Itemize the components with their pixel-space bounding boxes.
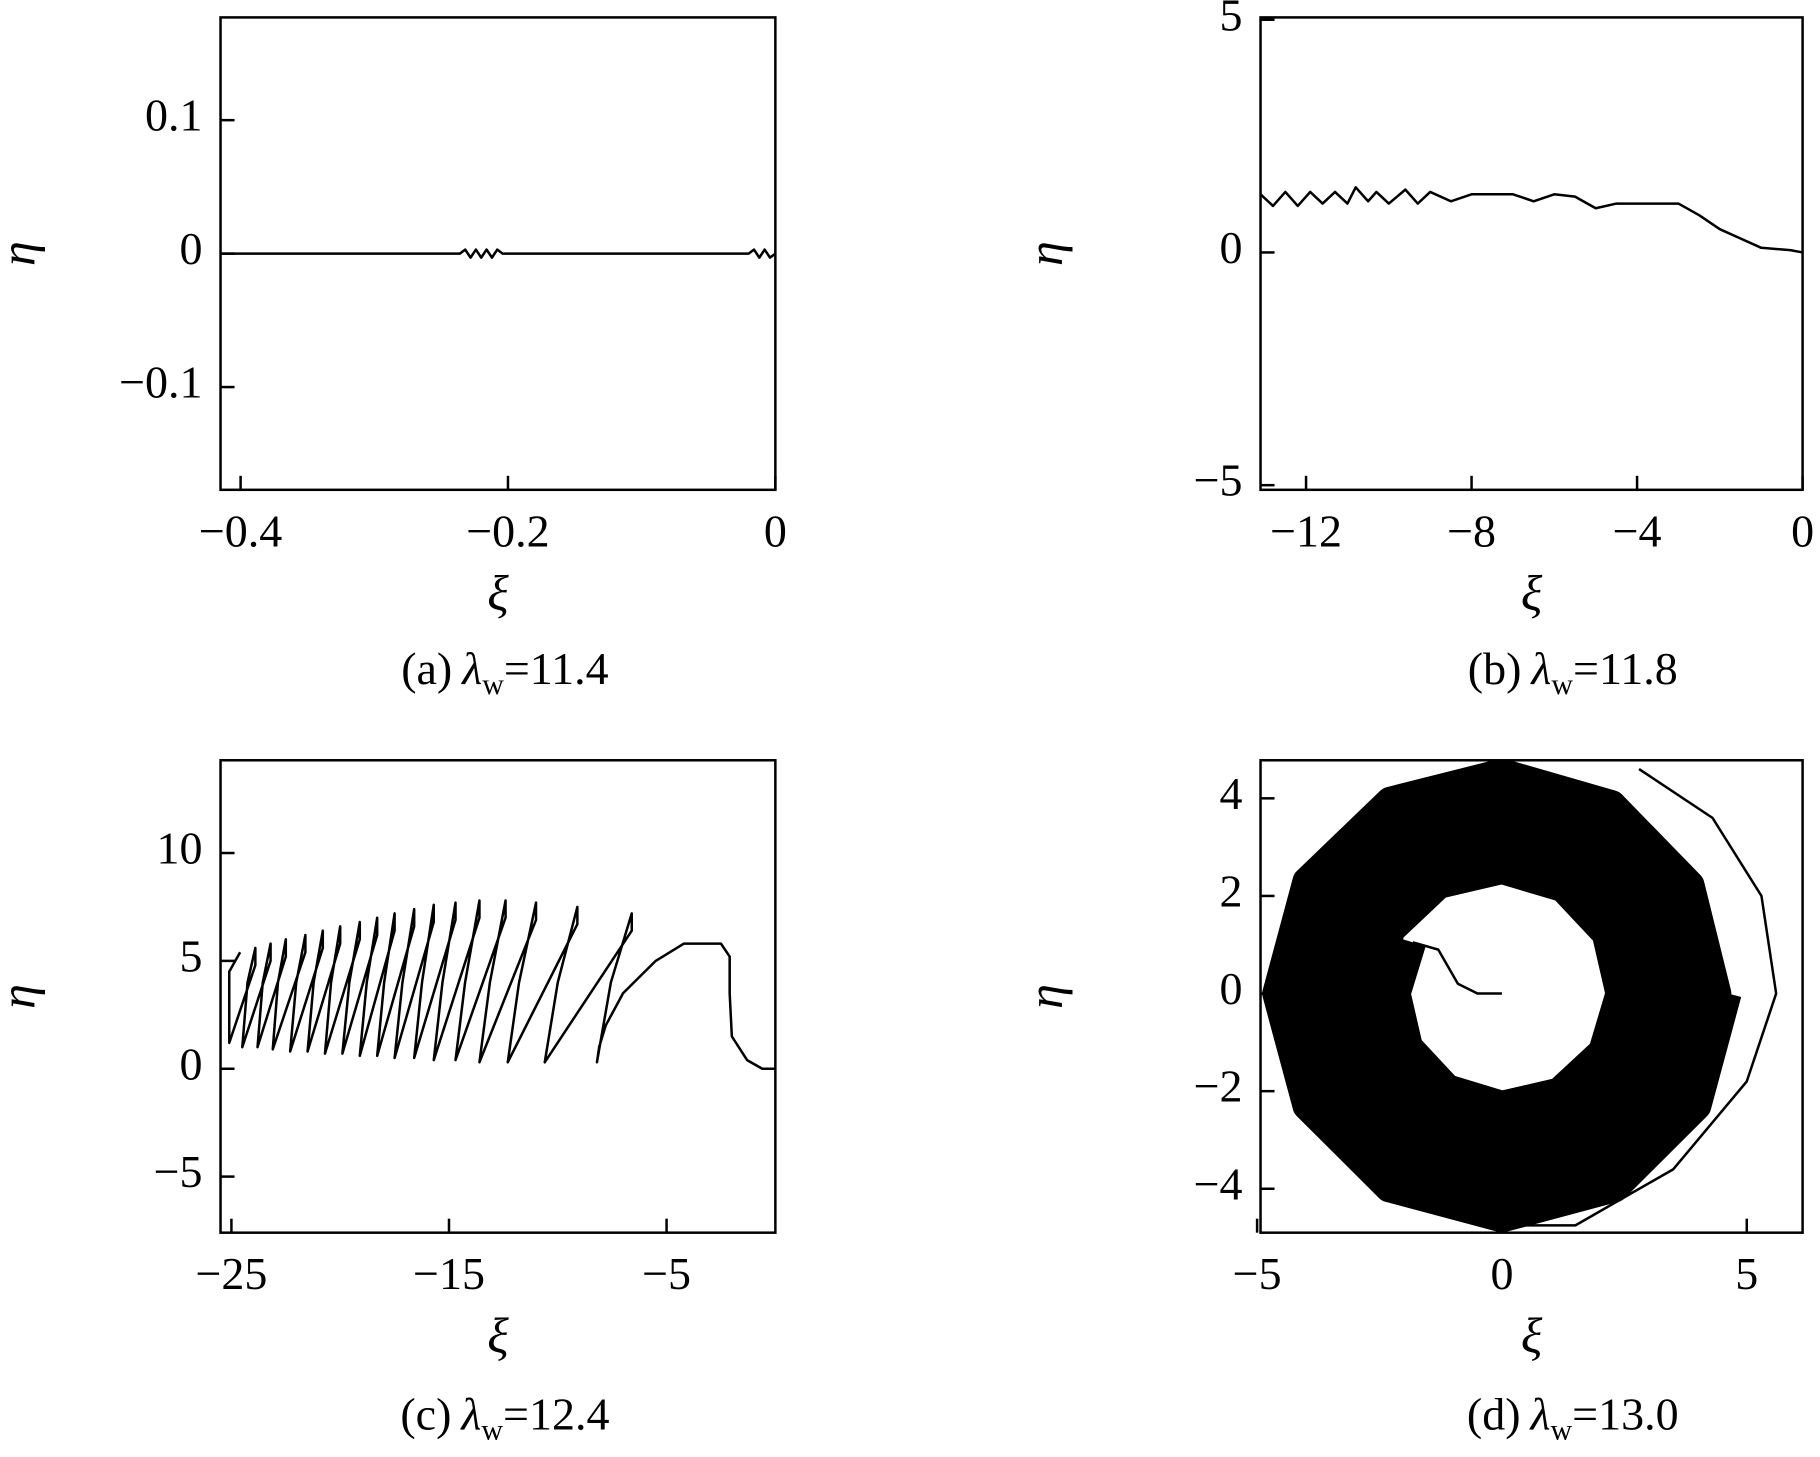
x-axis-label: ξ [1521,1307,1543,1363]
caption-text: =12.4 [503,1388,609,1439]
y-axis-label: η [0,984,46,1009]
x-tick-label: 0 [764,505,787,556]
x-tick-label: −15 [413,1248,485,1299]
panel: −5 0 5 −4 −2 0 2 4 ξ η (d) λw=13.0 [1017,759,1804,1446]
y-tick-label: 0 [180,223,203,274]
y-tick-label: 4 [1220,768,1243,819]
x-tick-label: −5 [642,1248,691,1299]
y-tick-label: 0.1 [145,90,203,141]
y-tick-label: −5 [154,1146,203,1197]
caption-label: (d) [1467,1388,1521,1439]
y-axis-label: η [0,241,46,266]
x-tick-label: −8 [1447,505,1496,556]
caption-label: (b) [1468,643,1522,694]
caption-label: (c) [400,1388,451,1439]
x-tick-label: −5 [1233,1248,1282,1299]
x-tick-label: −0.4 [199,505,282,556]
y-tick-label: −0.1 [119,357,202,408]
y-tick-label: 0 [180,1038,203,1089]
plot-frame [1259,16,1804,492]
caption: (c) λw=12.4 [400,1388,609,1446]
trajectory-line [1260,186,1803,254]
caption-subscript: w [1550,1413,1572,1446]
trajectory-line [1262,760,1742,1233]
x-axis-label: ξ [1521,564,1543,620]
caption-text: =13.0 [1572,1388,1678,1439]
y-tick-label: −2 [1194,1061,1243,1112]
y-axis-label: η [1017,241,1073,266]
caption-symbol: λ [459,1388,481,1439]
y-tick-label: 0 [1220,963,1243,1014]
y-tick-label: 2 [1220,866,1243,917]
caption-label: (a) [401,643,452,694]
y-tick-label: −4 [1194,1158,1243,1209]
plot-frame [1259,759,1804,1234]
x-tick-label: −12 [1270,505,1342,556]
x-tick-label: 0 [1791,505,1814,556]
x-axis-label: ξ [487,1307,509,1363]
y-axis-label: η [1017,984,1073,1009]
caption-symbol: λ [460,643,482,694]
x-tick-label: −4 [1613,505,1662,556]
y-tick-label: 5 [1220,0,1243,40]
caption-symbol: λ [1529,1388,1551,1439]
caption: (d) λw=13.0 [1467,1388,1679,1446]
caption: (a) λw=11.4 [401,643,608,701]
caption-text: =11.8 [1573,643,1678,694]
x-axis-label: ξ [487,564,509,620]
panel: −25 −15 −5 −5 0 5 10 ξ η (c)λw=12.4 [0,759,777,1446]
x-tick-label: 5 [1735,1248,1758,1299]
x-tick-label: −0.2 [466,505,549,556]
caption-subscript: w [1551,668,1573,701]
plot-frame [219,759,777,1234]
trajectory-line [1412,768,1778,1227]
trajectory-line [220,248,776,259]
x-tick-label: −25 [195,1248,267,1299]
y-tick-label: 0 [1220,222,1243,273]
x-tick-label: 0 [1490,1248,1513,1299]
caption-subscript: w [482,668,504,701]
caption-symbol: λ [1529,643,1551,694]
caption-subscript: w [481,1413,503,1446]
y-tick-label: 5 [180,930,203,981]
caption-text: =11.4 [504,643,609,694]
trajectory-line [227,899,776,1070]
caption: (b) λw=11.8 [1468,643,1678,701]
panel: −0.4 −0.2 0 −0.1 0 0.1 ξ η (a)λw=11.4 [0,16,787,701]
y-tick-label: 10 [157,823,203,874]
panel: −12 −8 −4 0 −5 0 5 ξ η (b) λw=11.8 [1017,0,1814,701]
y-tick-label: −5 [1194,455,1243,506]
